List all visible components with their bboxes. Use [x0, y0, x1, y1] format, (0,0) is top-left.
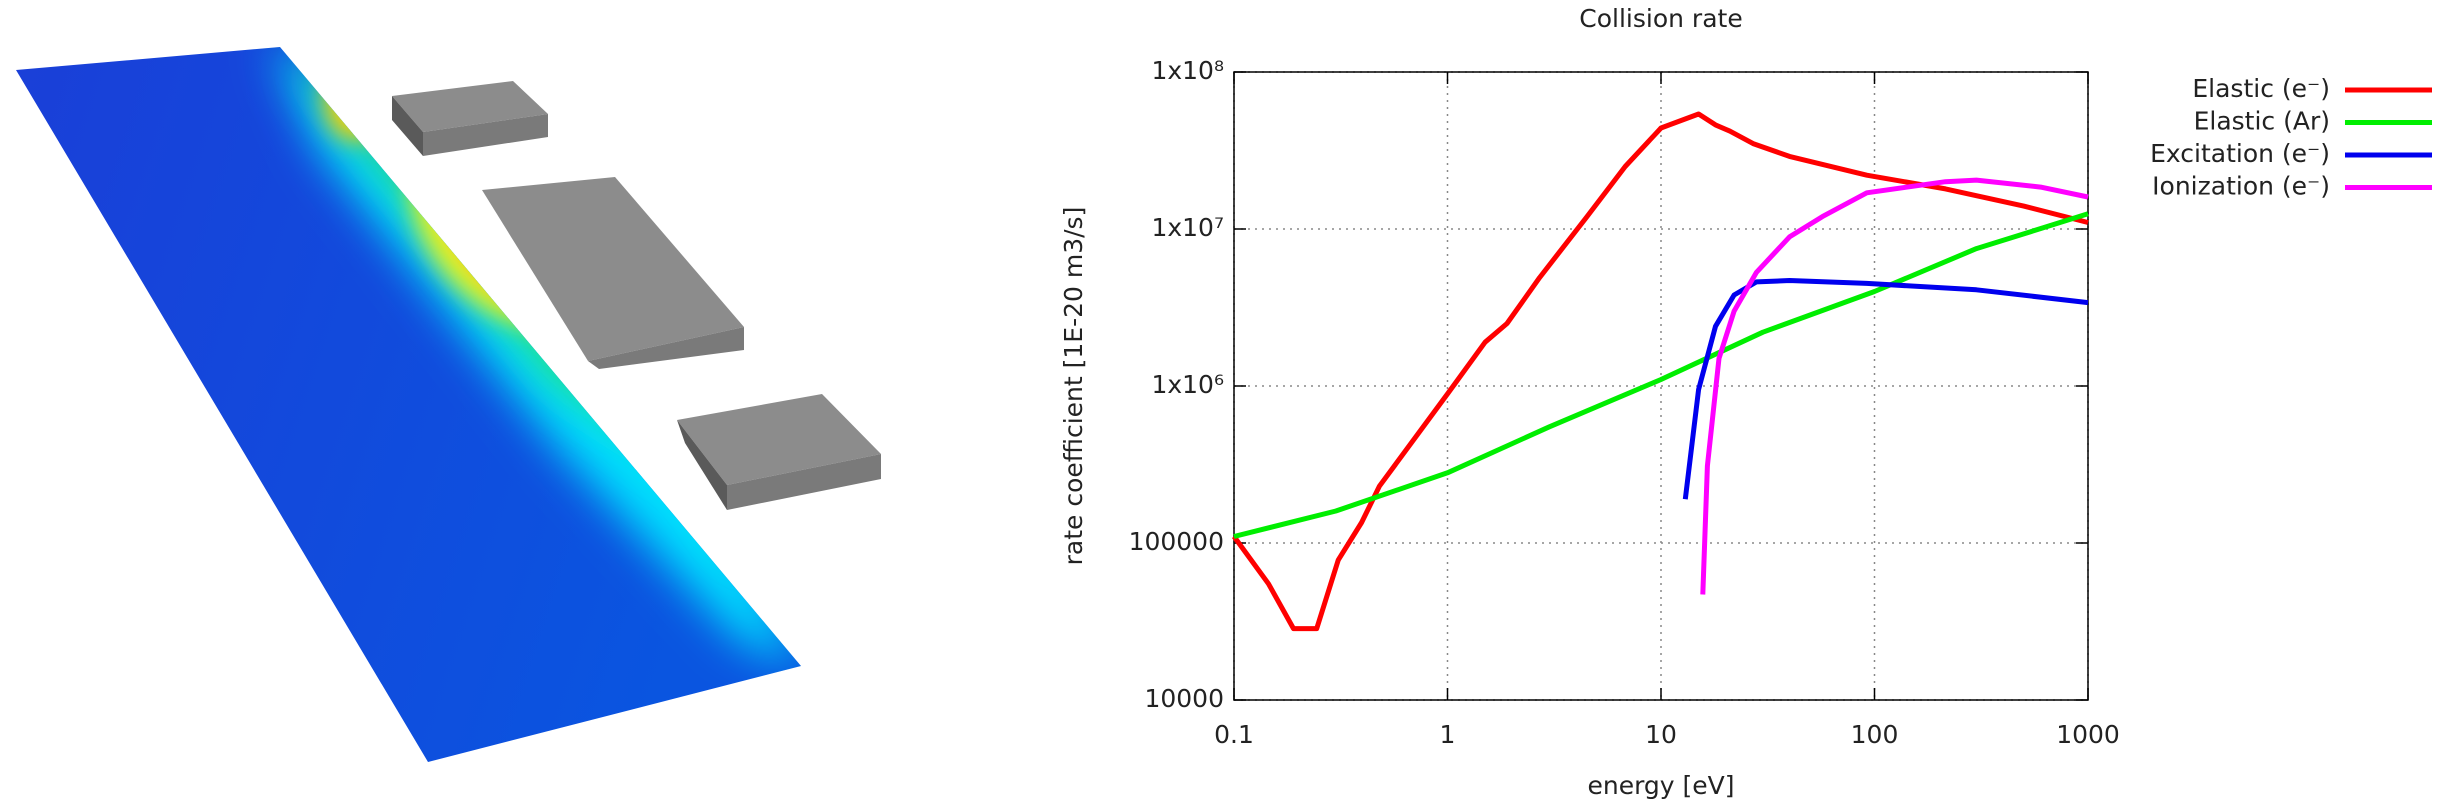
x-tick-label: 1 [1440, 720, 1456, 749]
legend-label: Elastic (Ar) [2194, 107, 2330, 136]
surface-yellow [325, 60, 385, 140]
chart-title: Collision rate [1579, 4, 1742, 33]
surface-cyan [270, 47, 801, 666]
x-axis-label: energy [eV] [1587, 771, 1734, 800]
x-tick-label: 0.1 [1214, 720, 1254, 749]
legend-label: Excitation (e⁻) [2150, 139, 2330, 168]
x-tick-label: 1000 [2056, 720, 2120, 749]
y-tick-label: 1x10⁶ [1151, 370, 1224, 399]
data-line [1233, 211, 2089, 539]
y-tick-label: 10000 [1144, 684, 1224, 713]
legend-label: Ionization (e⁻) [2152, 172, 2330, 201]
data-line [1682, 278, 2089, 500]
y-axis-label: rate coefficient [1E-20 m3/s] [1059, 207, 1088, 566]
block [392, 81, 548, 156]
x-tick-label: 100 [1851, 720, 1899, 749]
plot-frame [1233, 71, 2089, 701]
y-tick-label: 1x10⁷ [1151, 213, 1224, 242]
x-tick-label: 10 [1645, 720, 1677, 749]
y-tick-label: 1x10⁸ [1151, 56, 1224, 85]
legend-label: Elastic (e⁻) [2192, 74, 2330, 103]
data-line [1700, 177, 2089, 595]
surface [16, 47, 801, 762]
block [677, 394, 881, 510]
block [482, 177, 744, 369]
surface-render [16, 47, 881, 762]
data-line [1231, 111, 2089, 632]
y-tick-label: 100000 [1129, 527, 1224, 556]
